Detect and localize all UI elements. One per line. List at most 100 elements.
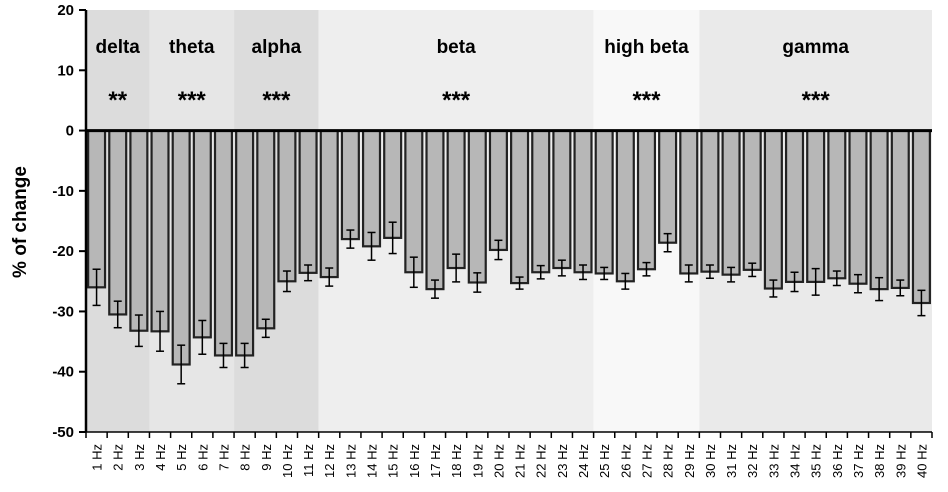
x-tick-label: 18 Hz — [449, 444, 464, 478]
band-label: delta — [96, 37, 141, 58]
x-tick-label: 5 Hz — [174, 444, 189, 471]
significance-label: *** — [632, 87, 661, 114]
significance-label: *** — [442, 87, 471, 114]
x-tick-label: 23 Hz — [555, 444, 570, 478]
band-label: theta — [169, 37, 215, 58]
labels: delta ** theta *** alpha *** beta *** high beta *… — [52, 2, 929, 478]
x-tick-label: 24 Hz — [576, 444, 591, 478]
axes — [79, 9, 933, 438]
band-label: alpha — [252, 37, 302, 58]
bar — [277, 129, 297, 283]
bar — [721, 129, 741, 276]
bar — [848, 129, 868, 285]
bar — [171, 129, 191, 366]
bar — [890, 129, 910, 290]
bar — [340, 129, 360, 241]
y-axis-title: % of change — [10, 166, 31, 278]
y-tick-label: 20 — [57, 2, 74, 19]
error-bars — [92, 221, 926, 385]
x-tick-label: 39 Hz — [893, 444, 908, 478]
x-tick-label: 28 Hz — [661, 444, 676, 478]
x-tick-label: 38 Hz — [872, 444, 887, 478]
bar — [911, 129, 931, 305]
y-tick-label: -10 — [52, 183, 74, 200]
x-tick-label: 30 Hz — [703, 444, 718, 478]
bar — [87, 129, 107, 289]
bar — [108, 129, 128, 316]
x-tick-label: 40 Hz — [914, 444, 929, 478]
bar — [615, 129, 635, 283]
x-tick-label: 31 Hz — [724, 444, 739, 478]
x-tick-label: 14 Hz — [365, 444, 380, 478]
bar — [700, 129, 720, 273]
bar — [298, 129, 318, 274]
x-tick-label: 9 Hz — [259, 444, 274, 471]
y-tick-label: 10 — [57, 62, 74, 79]
x-tick-label: 15 Hz — [386, 444, 401, 478]
band-label: high beta — [604, 37, 689, 58]
x-tick-label: 26 Hz — [618, 444, 633, 478]
band-backgrounds — [86, 10, 932, 432]
x-tick-label: 7 Hz — [216, 444, 231, 471]
x-tick-label: 27 Hz — [639, 444, 654, 478]
bar — [636, 129, 657, 271]
bar — [235, 129, 255, 357]
bar — [256, 129, 276, 330]
x-tick-label: 22 Hz — [534, 444, 549, 478]
bar — [467, 129, 487, 284]
y-tick-label: -20 — [52, 243, 74, 260]
bar — [319, 129, 339, 279]
x-tick-label: 29 Hz — [682, 444, 697, 478]
x-tick-label: 6 Hz — [195, 444, 210, 471]
bar — [488, 129, 508, 252]
x-tick-label: 12 Hz — [322, 444, 337, 478]
bar — [594, 129, 614, 275]
x-tick-label: 2 Hz — [111, 444, 126, 471]
bar — [425, 129, 445, 291]
bar — [573, 129, 593, 274]
x-tick-label: 19 Hz — [470, 444, 485, 478]
bar — [827, 129, 847, 280]
bar — [658, 129, 678, 244]
x-tick-label: 33 Hz — [766, 444, 781, 478]
x-tick-label: 36 Hz — [830, 444, 845, 478]
bar — [531, 129, 551, 274]
x-tick-label: 25 Hz — [597, 444, 612, 478]
bar — [150, 129, 170, 333]
y-tick-label: 0 — [66, 123, 74, 140]
bar — [510, 129, 530, 285]
x-tick-label: 34 Hz — [788, 444, 803, 478]
x-tick-label: 20 Hz — [491, 444, 506, 478]
bar — [213, 129, 234, 357]
bar — [404, 129, 424, 274]
x-tick-label: 13 Hz — [343, 444, 358, 478]
x-tick-label: 21 Hz — [513, 444, 528, 478]
band-label: gamma — [782, 37, 849, 58]
bar — [742, 129, 762, 271]
x-tick-label: 17 Hz — [428, 444, 443, 478]
x-tick-label: 16 Hz — [407, 444, 422, 478]
x-tick-label: 8 Hz — [238, 444, 253, 471]
bar — [806, 129, 826, 283]
bar — [763, 129, 783, 290]
bar — [679, 129, 699, 275]
x-tick-label: 37 Hz — [851, 444, 866, 478]
significance-label: *** — [262, 87, 291, 114]
significance-label: *** — [802, 87, 831, 114]
band-label: beta — [437, 37, 477, 58]
y-tick-label: -50 — [52, 424, 74, 441]
y-tick-label: -30 — [52, 303, 74, 320]
significance-label: *** — [178, 87, 207, 114]
x-tick-label: 35 Hz — [809, 444, 824, 478]
bar — [784, 129, 805, 283]
x-tick-label: 10 Hz — [280, 444, 295, 478]
bar — [129, 129, 149, 332]
bar — [361, 129, 382, 248]
bar — [446, 129, 466, 270]
bar — [552, 129, 572, 270]
y-tick-label: -40 — [52, 364, 74, 381]
x-tick-label: 32 Hz — [745, 444, 760, 478]
x-tick-label: 4 Hz — [153, 444, 168, 471]
bar — [192, 129, 212, 339]
